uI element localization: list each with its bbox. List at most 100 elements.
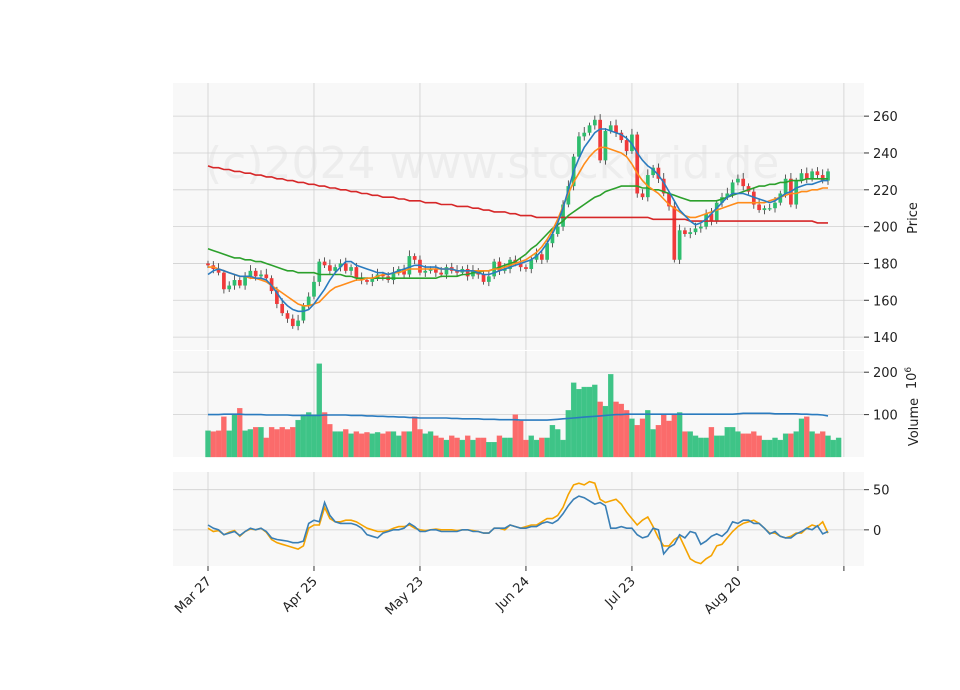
- volume-bar: [825, 435, 831, 458]
- candle-body: [635, 134, 640, 194]
- oscillator-line-a: [207, 495, 829, 556]
- volume-bar: [459, 439, 466, 458]
- volume-bar: [343, 429, 349, 458]
- x-tick-label: May 23: [383, 574, 427, 618]
- candle-body: [481, 274, 486, 282]
- volume-bar: [433, 435, 439, 458]
- volume-bar: [337, 431, 344, 458]
- volume-bar: [798, 418, 805, 458]
- volume-bar: [311, 414, 317, 458]
- volume-bar: [666, 420, 672, 458]
- candle-body: [820, 175, 825, 181]
- volume-bar: [703, 437, 709, 458]
- volume-bar: [719, 435, 725, 458]
- volume-bar: [724, 427, 730, 458]
- candle-body: [471, 270, 475, 277]
- volume-bar: [263, 437, 269, 458]
- candle-body: [683, 230, 687, 234]
- volume-bar: [756, 435, 762, 458]
- volume-bar: [761, 439, 768, 458]
- volume-bar: [454, 437, 460, 458]
- volume-bar: [226, 430, 232, 458]
- volume-bar: [221, 416, 227, 458]
- candle-body: [773, 202, 777, 209]
- price-y-tick-label: 160: [873, 294, 898, 309]
- volume-bar: [406, 431, 413, 458]
- volume-bar: [268, 427, 275, 458]
- volume-bar: [237, 408, 243, 458]
- candle-body: [312, 281, 316, 297]
- candle-body: [709, 213, 714, 222]
- volume-bar: [682, 431, 688, 458]
- volume-ma-line: [208, 412, 829, 421]
- volume-bar: [364, 432, 370, 458]
- candle-body: [508, 259, 512, 269]
- volume-bar: [523, 439, 529, 458]
- candle-body: [661, 178, 666, 194]
- volume-bar: [533, 439, 540, 458]
- volume-bar: [417, 429, 423, 458]
- volume-bar: [502, 437, 508, 458]
- volume-bar: [438, 437, 444, 458]
- volume-bar: [215, 430, 222, 458]
- ma-long-line: [207, 165, 828, 224]
- candle-body: [487, 276, 491, 282]
- candle-body: [465, 268, 470, 277]
- candle-body: [444, 267, 449, 275]
- volume-bar: [279, 427, 285, 458]
- volume-bar: [507, 437, 513, 458]
- volume-y-tick-label: 200: [873, 366, 898, 381]
- candle-body: [280, 303, 285, 314]
- candle-body: [598, 119, 602, 161]
- price-y-tick-label: 220: [873, 184, 898, 199]
- volume-bar: [560, 439, 566, 458]
- candle-body: [338, 263, 343, 268]
- candle-body: [275, 291, 279, 304]
- volume-bar: [274, 429, 280, 458]
- oscillator-panel: [173, 472, 864, 566]
- volume-bar: [602, 405, 609, 458]
- volume-bar: [592, 384, 598, 458]
- volume-bars: [205, 363, 842, 458]
- candle-body: [290, 318, 295, 327]
- candle-body: [746, 186, 751, 192]
- candle-body: [301, 305, 306, 321]
- candle-body: [767, 208, 772, 210]
- volume-bar: [258, 427, 264, 458]
- candle-body: [799, 173, 804, 181]
- oscillator-y-tick-label: 50: [873, 484, 890, 499]
- volume-bar: [586, 386, 593, 458]
- candle-body: [248, 270, 253, 277]
- candle-body: [428, 268, 433, 271]
- candle-body: [391, 272, 396, 281]
- oscillator-y-tick-label: 0: [873, 524, 881, 539]
- candle-body: [259, 274, 263, 277]
- candle-body: [343, 263, 348, 271]
- x-tick-label: Jun 24: [492, 574, 532, 614]
- volume-bar: [470, 439, 476, 458]
- candle-body: [407, 256, 412, 275]
- candle-body: [550, 233, 555, 244]
- candle-body: [333, 267, 338, 271]
- volume-bar: [210, 431, 216, 458]
- volume-bar: [491, 442, 497, 458]
- volume-bar: [306, 412, 312, 458]
- candle-body: [656, 167, 661, 179]
- volume-bar: [650, 429, 656, 458]
- volume-bar: [512, 414, 519, 458]
- candle-body: [216, 268, 221, 273]
- volume-bar: [687, 431, 693, 458]
- candle-body: [296, 320, 300, 327]
- volume-bar: [396, 435, 402, 458]
- price-y-tick-label: 200: [873, 221, 898, 236]
- candle-body: [672, 206, 677, 260]
- volume-bar: [835, 437, 842, 458]
- volume-bar: [348, 433, 354, 458]
- x-tick-label: Mar 27: [172, 574, 215, 617]
- volume-bar: [300, 414, 307, 458]
- candle-body: [253, 270, 258, 277]
- volume-bar: [321, 412, 328, 458]
- candle-body: [651, 167, 655, 176]
- volume-bar: [692, 435, 699, 458]
- candle-body: [587, 125, 592, 133]
